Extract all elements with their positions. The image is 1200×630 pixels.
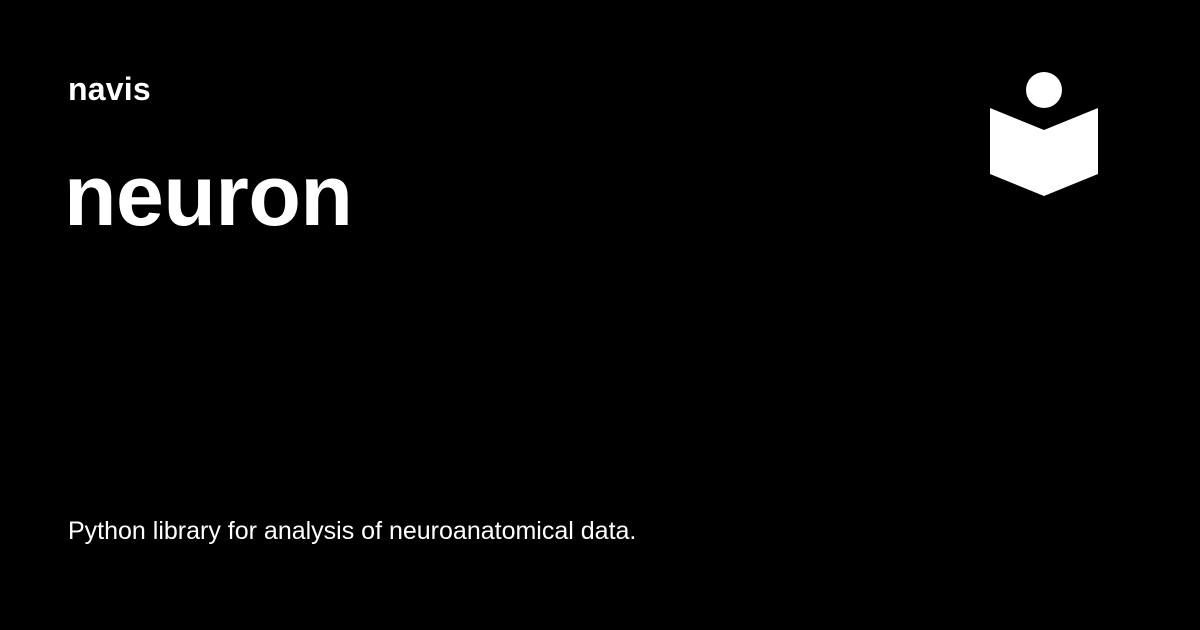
page-description: Python library for analysis of neuroanat… [68,514,636,548]
reader-book-icon [988,70,1100,198]
page-title: neuron [64,148,352,244]
site-name: navis [68,70,151,108]
